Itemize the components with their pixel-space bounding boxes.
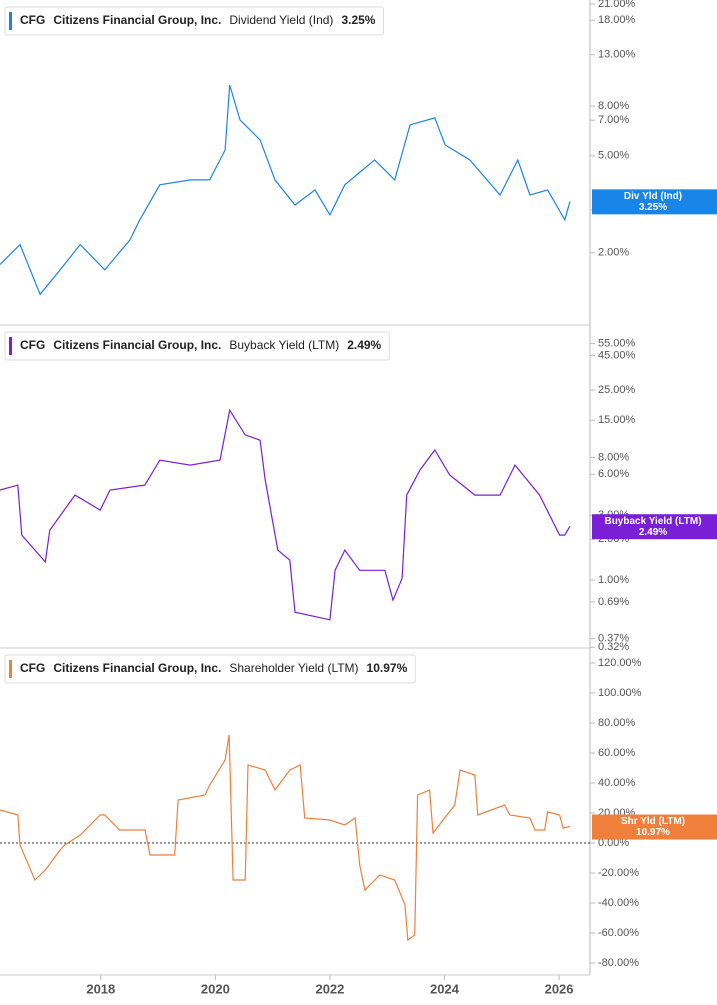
legend-swatch <box>9 660 12 678</box>
legend-text: Shareholder Yield (LTM) <box>229 661 358 675</box>
y-tick-label: 1.00% <box>598 574 629 586</box>
x-tick-label: 2022 <box>315 981 344 996</box>
y-tick-label: 100.00% <box>598 687 642 699</box>
legend-text: CFG <box>20 661 45 675</box>
y-tick-label: 55.00% <box>598 338 636 350</box>
y-tick-label: 5.00% <box>598 150 629 162</box>
x-tick-label: 2024 <box>430 981 460 996</box>
y-tick-label: 45.00% <box>598 349 636 361</box>
y-tick-label: 60.00% <box>598 747 636 759</box>
series-line <box>0 408 571 621</box>
y-tick-label: -60.00% <box>598 927 639 939</box>
legend: CFG Citizens Financial Group, Inc. Dividen… <box>4 6 384 36</box>
legend-text: 2.49% <box>347 338 381 352</box>
x-tick-label: 2018 <box>86 981 115 996</box>
y-tick-label: -40.00% <box>598 897 639 909</box>
legend-text: 3.25% <box>341 13 375 27</box>
legend-text: Citizens Financial Group, Inc. <box>53 661 221 675</box>
badge-value: 3.25% <box>639 202 667 213</box>
y-tick-label: 18.00% <box>598 14 636 26</box>
legend-text: CFG <box>20 13 45 27</box>
y-tick-label: 6.00% <box>598 468 629 480</box>
legend: CFG Citizens Financial Group, Inc. Shareho… <box>4 654 416 684</box>
series-line <box>0 734 571 942</box>
y-tick-label: 2.00% <box>598 247 629 259</box>
legend-text: Citizens Financial Group, Inc. <box>53 13 221 27</box>
legend-box <box>4 654 416 684</box>
series-line <box>0 84 571 296</box>
y-tick-label: -20.00% <box>598 867 639 879</box>
x-tick-label: 2020 <box>201 981 230 996</box>
current-badge <box>592 189 717 215</box>
y-tick-label: -80.00% <box>598 957 639 969</box>
legend-text: Citizens Financial Group, Inc. <box>53 338 221 352</box>
badge-label: Div Yld (Ind) <box>624 191 682 202</box>
legend-swatch <box>9 12 12 30</box>
legend: CFG Citizens Financial Group, Inc. Buyback… <box>4 331 390 361</box>
y-tick-label: 0.37% <box>598 633 629 645</box>
badge-value: 10.97% <box>636 827 670 838</box>
y-tick-label: 13.00% <box>598 49 636 61</box>
y-tick-label: 15.00% <box>598 414 636 426</box>
y-tick-label: 21.00% <box>598 0 636 10</box>
y-tick-label: 8.00% <box>598 451 629 463</box>
legend-box <box>4 6 384 36</box>
y-tick-label: 25.00% <box>598 384 636 396</box>
y-tick-label: 80.00% <box>598 717 636 729</box>
y-tick-label: 0.00% <box>598 837 629 849</box>
current-badge <box>592 814 717 840</box>
y-tick-label: 120.00% <box>598 657 642 669</box>
legend-swatch <box>9 337 12 355</box>
y-tick-label: 0.69% <box>598 596 629 608</box>
y-tick-label: 7.00% <box>598 114 629 126</box>
legend-text: CFG <box>20 338 45 352</box>
y-tick-label: 0.32% <box>598 641 629 653</box>
y-tick-label: 40.00% <box>598 777 636 789</box>
y-tick-label: 8.00% <box>598 100 629 112</box>
current-badge <box>592 514 717 540</box>
legend-text: Buyback Yield (LTM) <box>229 338 339 352</box>
x-tick-label: 2026 <box>545 981 574 996</box>
badge-label: Buyback Yield (LTM) <box>604 516 701 527</box>
badge-label: Shr Yld (LTM) <box>621 816 685 827</box>
legend-box <box>4 331 390 361</box>
legend-text: 10.97% <box>367 661 408 675</box>
legend-text: Dividend Yield (Ind) <box>229 13 333 27</box>
badge-value: 2.49% <box>639 527 667 538</box>
